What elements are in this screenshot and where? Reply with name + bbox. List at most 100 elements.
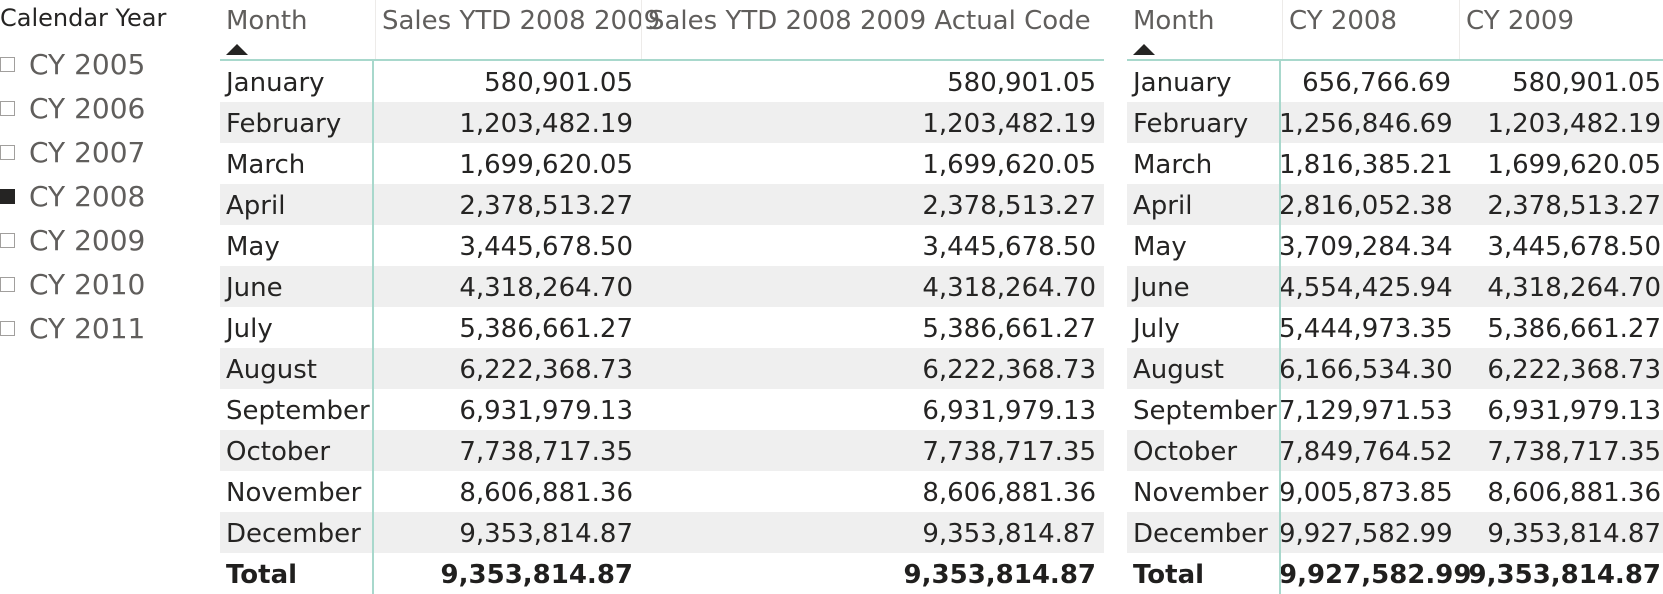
column-header-label: CY 2009 (1466, 6, 1575, 36)
table-row[interactable]: September 6,931,979.13 6,931,979.13 (220, 389, 1104, 430)
value-cell: 2,378,513.27 (459, 191, 633, 221)
month-cell: January (226, 68, 325, 98)
table-row[interactable]: March 1,816,385.21 1,699,620.05 (1127, 143, 1663, 184)
value-cell: 580,901.05 (1512, 68, 1661, 98)
value-cell: 7,738,717.35 (459, 437, 633, 467)
slicer-item[interactable]: CY 2010 (0, 264, 190, 304)
table-row[interactable]: February 1,256,846.69 1,203,482.19 (1127, 102, 1663, 143)
table-row[interactable]: October 7,849,764.52 7,738,717.35 (1127, 430, 1663, 471)
checkbox-checked-icon[interactable] (0, 188, 15, 204)
table-row[interactable]: August 6,166,534.30 6,222,368.73 (1127, 348, 1663, 389)
slicer-item[interactable]: CY 2008 (0, 176, 190, 216)
month-cell: February (226, 109, 342, 139)
table-row[interactable]: January 580,901.05 580,901.05 (220, 61, 1104, 102)
value-cell: 2,378,513.27 (922, 191, 1096, 221)
value-cell: 6,931,979.13 (1487, 396, 1661, 426)
total-label: Total (226, 560, 298, 590)
month-cell: July (1133, 314, 1180, 344)
checkbox-unchecked-icon[interactable] (0, 320, 15, 336)
table-row[interactable]: June 4,554,425.94 4,318,264.70 (1127, 266, 1663, 307)
slicer-item-label: CY 2005 (29, 47, 146, 81)
value-cell: 3,709,284.34 (1279, 232, 1453, 262)
value-cell: 7,738,717.35 (922, 437, 1096, 467)
total-row: Total 9,927,582.99 9,353,814.87 (1127, 553, 1663, 594)
table-row[interactable]: November 9,005,873.85 8,606,881.36 (1127, 471, 1663, 512)
checkbox-unchecked-icon[interactable] (0, 232, 15, 248)
column-header-sales-ytd[interactable]: Sales YTD 2008 2009 (375, 0, 660, 59)
column-header-month[interactable]: Month (226, 0, 366, 59)
month-cell: August (226, 355, 317, 385)
column-header-label: CY 2008 (1289, 6, 1398, 36)
checkbox-unchecked-icon[interactable] (0, 144, 15, 160)
value-cell: 5,386,661.27 (459, 314, 633, 344)
value-cell: 6,931,979.13 (459, 396, 633, 426)
month-cell: October (226, 437, 331, 467)
table-body: January 656,766.69 580,901.05 February 1,256… (1127, 61, 1663, 594)
value-cell: 1,203,482.19 (922, 109, 1096, 139)
value-cell: 8,606,881.36 (1487, 478, 1661, 508)
value-cell: 1,203,482.19 (459, 109, 633, 139)
value-cell: 3,445,678.50 (922, 232, 1096, 262)
table-row[interactable]: October 7,738,717.35 7,738,717.35 (220, 430, 1104, 471)
column-header-month[interactable]: Month (1133, 0, 1273, 59)
month-cell: April (226, 191, 286, 221)
value-cell: 3,445,678.50 (1487, 232, 1661, 262)
column-header-sales-ytd-actual-code[interactable]: Sales YTD 2008 2009 Actual Code (641, 0, 1104, 59)
table-row[interactable]: July 5,386,661.27 5,386,661.27 (220, 307, 1104, 348)
table-row[interactable]: December 9,353,814.87 9,353,814.87 (220, 512, 1104, 553)
table-row[interactable]: April 2,378,513.27 2,378,513.27 (220, 184, 1104, 225)
value-cell: 1,699,620.05 (459, 150, 633, 180)
slicer-item-label: CY 2007 (29, 135, 146, 169)
slicer-item[interactable]: CY 2009 (0, 220, 190, 260)
slicer-item-label: CY 2011 (29, 311, 146, 345)
table-header: Month Sales YTD 2008 2009 Sales YTD 2008… (220, 0, 1104, 61)
value-cell: 4,318,264.70 (1487, 273, 1661, 303)
value-cell: 6,931,979.13 (922, 396, 1096, 426)
value-cell: 6,222,368.73 (922, 355, 1096, 385)
month-cell: February (1133, 109, 1249, 139)
total-value: 9,353,814.87 (903, 560, 1096, 590)
checkbox-unchecked-icon[interactable] (0, 100, 15, 116)
table-row[interactable]: April 2,816,052.38 2,378,513.27 (1127, 184, 1663, 225)
table-row[interactable]: January 656,766.69 580,901.05 (1127, 61, 1663, 102)
month-cell: September (226, 396, 370, 426)
month-cell: November (1133, 478, 1269, 508)
table-row[interactable]: May 3,709,284.34 3,445,678.50 (1127, 225, 1663, 266)
slicer-item[interactable]: CY 2007 (0, 132, 190, 172)
column-header-cy-2008[interactable]: CY 2008 (1282, 0, 1459, 59)
column-header-cy-2009[interactable]: CY 2009 (1459, 0, 1663, 59)
table-row[interactable]: September 7,129,971.53 6,931,979.13 (1127, 389, 1663, 430)
value-cell: 7,849,764.52 (1279, 437, 1453, 467)
calendar-year-slicer: Calendar Year CY 2005 CY 2006 CY 2007 CY 20… (0, 0, 200, 380)
checkbox-unchecked-icon[interactable] (0, 56, 15, 72)
sort-ascending-icon[interactable] (226, 44, 248, 55)
sort-ascending-icon[interactable] (1133, 44, 1155, 55)
value-cell: 4,554,425.94 (1279, 273, 1453, 303)
checkbox-unchecked-icon[interactable] (0, 276, 15, 292)
month-cell: April (1133, 191, 1193, 221)
table-row[interactable]: July 5,444,973.35 5,386,661.27 (1127, 307, 1663, 348)
table-row[interactable]: November 8,606,881.36 8,606,881.36 (220, 471, 1104, 512)
month-cell: June (1133, 273, 1190, 303)
table-row[interactable]: March 1,699,620.05 1,699,620.05 (220, 143, 1104, 184)
value-cell: 6,222,368.73 (1487, 355, 1661, 385)
table-row[interactable]: May 3,445,678.50 3,445,678.50 (220, 225, 1104, 266)
table-row[interactable]: June 4,318,264.70 4,318,264.70 (220, 266, 1104, 307)
month-cell: May (1133, 232, 1187, 262)
month-cell: August (1133, 355, 1224, 385)
table-row[interactable]: December 9,927,582.99 9,353,814.87 (1127, 512, 1663, 553)
table-body: January 580,901.05 580,901.05 February 1,203… (220, 61, 1104, 594)
value-cell: 6,222,368.73 (459, 355, 633, 385)
slicer-item[interactable]: CY 2011 (0, 308, 190, 348)
value-cell: 5,444,973.35 (1279, 314, 1453, 344)
slicer-item[interactable]: CY 2006 (0, 88, 190, 128)
table-header: Month CY 2008 CY 2009 (1127, 0, 1663, 61)
slicer-item[interactable]: CY 2005 (0, 44, 190, 84)
total-value: 9,353,814.87 (1468, 560, 1661, 590)
column-header-label: Month (1133, 6, 1215, 36)
table-row[interactable]: August 6,222,368.73 6,222,368.73 (220, 348, 1104, 389)
month-cell: December (226, 519, 361, 549)
table-row[interactable]: February 1,203,482.19 1,203,482.19 (220, 102, 1104, 143)
value-cell: 1,699,620.05 (1487, 150, 1661, 180)
total-label: Total (1133, 560, 1205, 590)
